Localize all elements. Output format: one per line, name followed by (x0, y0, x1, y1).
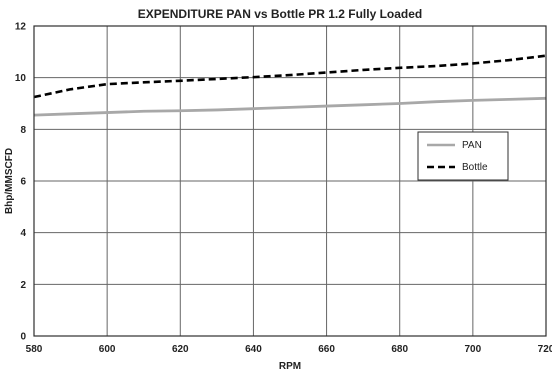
y-tick-label: 0 (20, 332, 26, 343)
legend: PAN Bottle (417, 131, 509, 181)
x-tick-label: 720 (538, 344, 552, 355)
legend-box (417, 131, 509, 181)
plot-frame (33, 25, 547, 337)
x-tick-label: 680 (391, 344, 408, 355)
y-tick-label: 4 (20, 228, 26, 239)
series-line-pan (33, 96, 547, 117)
x-axis-label: RPM (279, 361, 301, 372)
y-axis-label: Bhp/MMSCFD (4, 148, 15, 214)
y-tick-label: 8 (20, 125, 26, 136)
x-tick-label: 580 (26, 344, 43, 355)
series-layer (33, 54, 547, 117)
x-tick-label: 600 (99, 344, 116, 355)
y-tick-label: 10 (15, 73, 27, 84)
legend-label-pan: PAN (462, 140, 482, 151)
x-tick-label: 660 (318, 344, 335, 355)
x-tick-label: 620 (172, 344, 189, 355)
y-tick-label: 2 (20, 280, 26, 291)
x-tick-label: 640 (245, 344, 262, 355)
chart-title: EXPENDITURE PAN vs Bottle PR 1.2 Fully L… (138, 7, 423, 21)
series-line-bottle (33, 54, 547, 99)
y-tick-label: 12 (15, 22, 27, 33)
y-tick-label: 6 (20, 177, 26, 188)
legend-label-bottle: Bottle (462, 162, 488, 173)
tick-labels: 580 600 620 640 660 680 700 720 0 2 4 6 8 10 12 (15, 22, 552, 356)
x-tick-label: 700 (465, 344, 482, 355)
grid (33, 25, 547, 337)
